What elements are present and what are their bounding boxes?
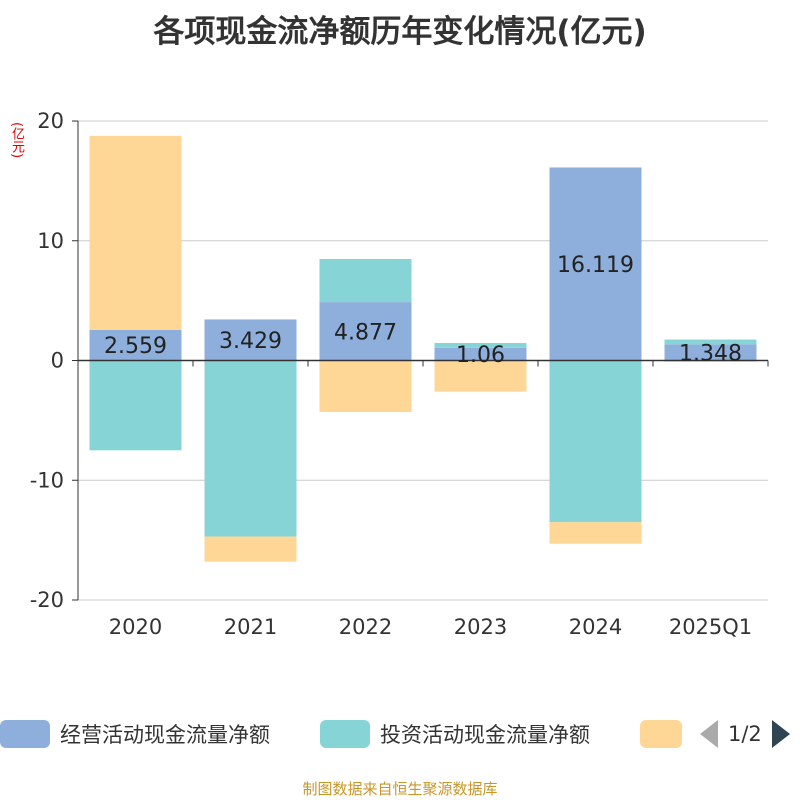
bar-segment[interactable] bbox=[549, 167, 642, 361]
bars-layer bbox=[89, 135, 757, 562]
bar-segment[interactable] bbox=[319, 302, 412, 361]
legend-page-indicator: 1/2 bbox=[728, 722, 762, 746]
bar-segment[interactable] bbox=[434, 360, 527, 392]
legend-item-financing[interactable] bbox=[640, 716, 692, 752]
bar-segment[interactable] bbox=[89, 135, 182, 330]
legend-pager: 1/2 bbox=[700, 716, 790, 752]
y-tick-label: -10 bbox=[30, 468, 64, 492]
bar-segment[interactable] bbox=[204, 360, 297, 537]
legend-item-operating[interactable]: 经营活动现金流量净额 bbox=[0, 716, 270, 752]
x-tick-label: 2020 bbox=[109, 615, 162, 639]
bar-segment[interactable] bbox=[664, 339, 757, 345]
data-source-footer: 制图数据来自恒生聚源数据库 bbox=[302, 780, 498, 798]
chart-title: 各项现金流净额历年变化情况(亿元) bbox=[153, 14, 647, 50]
legend-next-arrow-icon[interactable] bbox=[771, 720, 790, 748]
x-tick-label: 2022 bbox=[339, 615, 392, 639]
legend-label-operating: 经营活动现金流量净额 bbox=[60, 723, 270, 747]
bar-value-label: 1.348 bbox=[679, 341, 742, 366]
y-axis-unit: (亿元) bbox=[9, 122, 24, 159]
bar-value-label: 16.119 bbox=[557, 253, 634, 278]
bar-value-label: 1.06 bbox=[456, 343, 505, 368]
bar-value-label: 4.877 bbox=[334, 320, 397, 345]
y-tick-label: 0 bbox=[51, 349, 64, 373]
bar-segment[interactable] bbox=[664, 344, 757, 361]
legend-swatch-investing bbox=[320, 720, 370, 748]
axis-layer: 20 10 0 -10 -20 2020 2021 2022 2023 2024 2025Q1 bbox=[30, 109, 769, 639]
bar-segment[interactable] bbox=[549, 360, 642, 523]
bar-segment[interactable] bbox=[434, 347, 527, 361]
grid-layer bbox=[78, 120, 768, 601]
y-tick-label: 20 bbox=[37, 109, 64, 133]
bar-segment[interactable] bbox=[89, 360, 182, 451]
y-tick-label: 10 bbox=[37, 229, 64, 253]
legend-label-investing: 投资活动现金流量净额 bbox=[380, 723, 590, 747]
bar-segment[interactable] bbox=[89, 329, 182, 361]
bar-value-label: 2.559 bbox=[104, 334, 167, 359]
legend-prev-arrow-icon[interactable] bbox=[700, 720, 718, 748]
bar-segment[interactable] bbox=[319, 360, 412, 412]
x-tick-label: 2023 bbox=[454, 615, 507, 639]
x-tick-label: 2024 bbox=[569, 615, 622, 639]
bar-segment[interactable] bbox=[319, 258, 412, 303]
bar-segment[interactable] bbox=[434, 343, 527, 348]
bar-value-label: 3.429 bbox=[219, 329, 282, 354]
legend: 经营活动现金流量净额 投资活动现金流量净额 bbox=[0, 716, 800, 752]
y-tick-label: -20 bbox=[30, 588, 64, 612]
bar-segment[interactable] bbox=[204, 536, 297, 562]
legend-item-investing[interactable]: 投资活动现金流量净额 bbox=[320, 716, 590, 752]
legend-swatch-financing bbox=[640, 720, 682, 748]
x-tick-label: 2025Q1 bbox=[669, 615, 752, 639]
bar-segment[interactable] bbox=[549, 522, 642, 544]
stacked-bar-chart: 20 10 0 -10 -20 2020 2021 2022 2023 2024 2025Q1 2.… bbox=[30, 109, 769, 639]
bar-segment[interactable] bbox=[204, 319, 297, 361]
x-tick-label: 2021 bbox=[224, 615, 277, 639]
legend-swatch-operating bbox=[0, 720, 50, 748]
labels-layer: 2.559 3.429 4.877 1.06 16.119 1.348 bbox=[104, 253, 742, 368]
